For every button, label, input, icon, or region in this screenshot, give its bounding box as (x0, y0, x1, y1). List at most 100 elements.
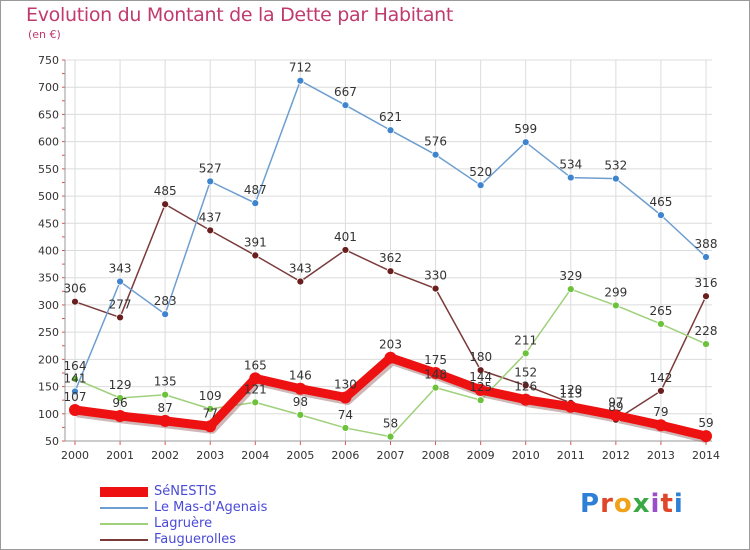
x-tick-label: 2010 (512, 449, 540, 462)
data-point (384, 351, 397, 364)
data-point (657, 387, 665, 395)
data-label: 165 (244, 358, 267, 372)
data-label: 362 (379, 251, 402, 265)
data-point (116, 394, 124, 402)
data-label: 487 (244, 183, 267, 197)
data-point (251, 199, 260, 208)
legend-label: SéNESTIS (154, 484, 217, 499)
data-point (429, 366, 442, 379)
data-label: 534 (559, 158, 582, 172)
data-point (294, 382, 307, 395)
data-label: 306 (64, 282, 87, 296)
data-label: 107 (64, 390, 87, 404)
data-point (206, 404, 215, 413)
data-label: 96 (112, 396, 127, 410)
data-point (386, 267, 395, 276)
brand-logo: Proxiti (580, 489, 684, 519)
x-tick-label: 2008 (422, 449, 450, 462)
data-label: 299 (604, 285, 627, 299)
data-label: 74 (338, 408, 353, 422)
data-label: 485 (154, 184, 177, 198)
y-tick-label: 50 (45, 435, 59, 448)
data-label: 437 (199, 210, 222, 224)
data-point (611, 174, 620, 183)
data-point (566, 173, 575, 182)
x-tick-label: 2006 (331, 449, 359, 462)
data-label: 126 (514, 380, 537, 394)
data-point (116, 313, 124, 322)
data-label: 211 (514, 333, 537, 347)
data-label: 59 (698, 416, 713, 430)
data-point (566, 285, 575, 294)
data-point (161, 310, 170, 319)
data-label: 148 (424, 368, 447, 382)
data-label: 125 (469, 380, 492, 394)
data-point (251, 398, 260, 407)
y-tick-label: 200 (38, 353, 59, 366)
data-label: 120 (559, 383, 582, 397)
data-label: 712 (289, 61, 312, 75)
data-point (204, 420, 217, 433)
legend-swatch (100, 539, 148, 541)
data-point (431, 383, 440, 392)
data-point (431, 150, 440, 159)
x-tick-label: 2007 (377, 449, 405, 462)
data-label: 146 (289, 369, 312, 383)
data-point (611, 301, 620, 310)
data-label: 58 (383, 417, 398, 431)
legend-swatch (100, 507, 148, 509)
data-label: 599 (514, 122, 537, 136)
x-tick-label: 2000 (61, 449, 89, 462)
brand-letter: o (613, 489, 633, 519)
data-label: 98 (293, 395, 308, 409)
data-label: 465 (649, 195, 672, 209)
data-point (657, 211, 665, 220)
data-label: 576 (424, 135, 447, 149)
chart-subtitle: (en €) (28, 28, 61, 41)
data-label: 667 (334, 85, 357, 99)
data-label: 180 (469, 350, 492, 364)
data-label: 129 (109, 378, 132, 392)
data-point (159, 414, 172, 427)
data-label: 77 (203, 406, 218, 420)
y-tick-label: 100 (38, 408, 59, 421)
y-tick-label: 700 (38, 81, 59, 94)
data-point (702, 292, 710, 301)
brand-letter: t (660, 489, 674, 519)
data-point (114, 409, 127, 422)
data-label: 89 (608, 400, 623, 414)
data-label: 87 (158, 401, 173, 415)
data-label: 277 (109, 297, 132, 311)
data-label: 144 (469, 370, 492, 384)
data-point (71, 297, 79, 306)
x-tick-label: 2011 (557, 449, 585, 462)
data-label: 330 (424, 269, 447, 283)
data-point (69, 403, 81, 416)
legend-label: Le Mas-d'Agenais (154, 500, 268, 515)
data-point (476, 396, 485, 405)
y-tick-label: 350 (38, 272, 59, 285)
data-label: 265 (649, 304, 672, 318)
brand-letter: x (632, 489, 651, 519)
data-label: 152 (514, 365, 537, 379)
data-label: 388 (695, 237, 718, 251)
data-point (116, 277, 124, 286)
data-label: 520 (469, 165, 492, 179)
data-point (521, 138, 530, 147)
data-label: 401 (334, 230, 357, 244)
data-label: 283 (154, 294, 177, 308)
data-point (654, 419, 667, 432)
data-point (161, 200, 170, 209)
data-point (476, 181, 485, 190)
legend-label: Fauguerolles (154, 532, 236, 547)
data-point (341, 424, 350, 432)
data-point (609, 409, 622, 422)
data-point (431, 284, 440, 293)
data-point (476, 366, 485, 375)
data-label: 343 (289, 262, 312, 276)
brand-letter: i (673, 489, 684, 519)
data-point (700, 430, 712, 443)
data-label: 164 (64, 359, 87, 373)
x-tick-label: 2012 (602, 449, 630, 462)
